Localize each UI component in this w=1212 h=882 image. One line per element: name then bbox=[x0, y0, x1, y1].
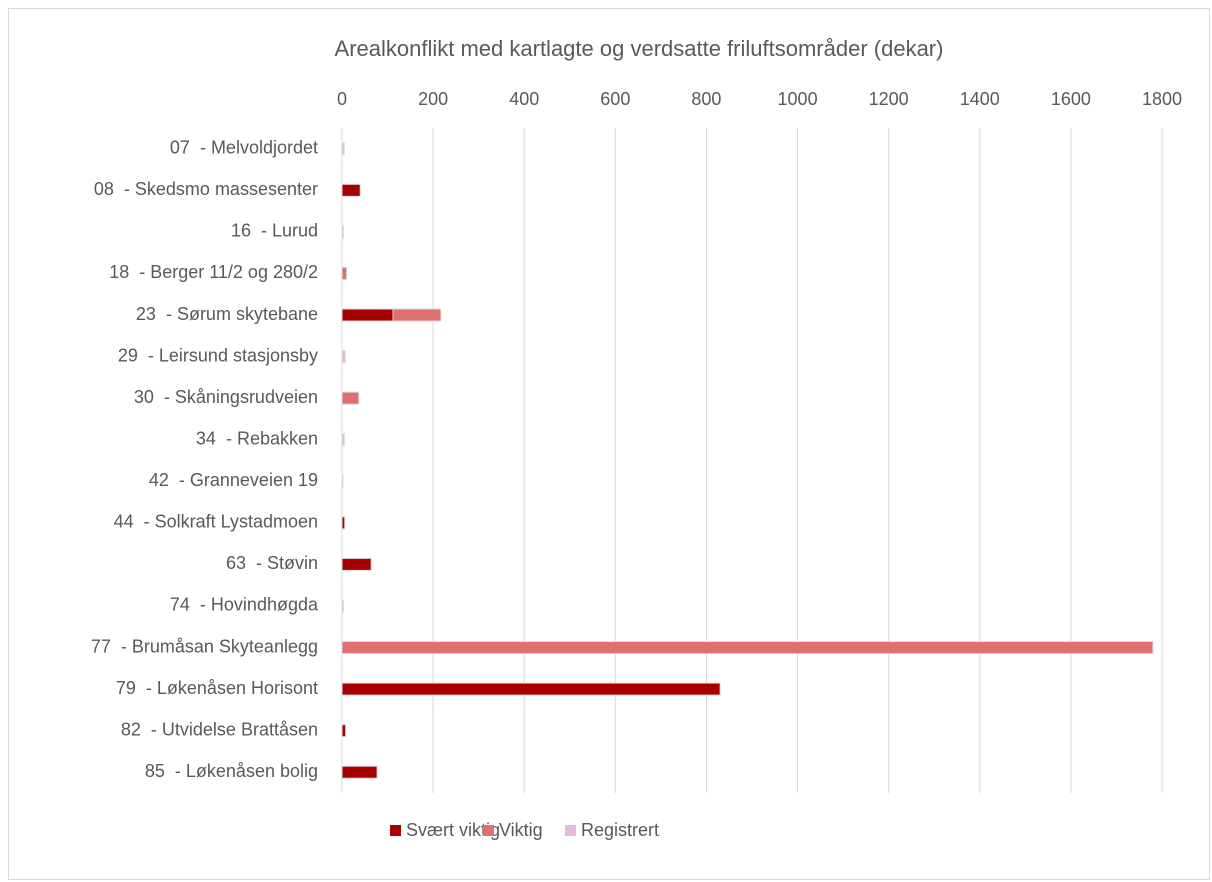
bar bbox=[341, 724, 347, 738]
y-tick-label: 74 - Hovindhøgda bbox=[170, 595, 319, 615]
bar bbox=[392, 308, 442, 322]
y-tick-label: 44 - Solkraft Lystadmoen bbox=[114, 512, 318, 532]
chart-frame bbox=[8, 8, 1210, 880]
x-tick-label: 1200 bbox=[869, 89, 909, 109]
y-tick-label: 79 - Løkenåsen Horisont bbox=[116, 678, 318, 698]
y-tick-label: 16 - Lurud bbox=[231, 221, 318, 241]
x-tick-label: 1600 bbox=[1051, 89, 1091, 109]
bar bbox=[341, 599, 344, 613]
legend-swatch bbox=[390, 825, 401, 836]
y-tick-label: 82 - Utvidelse Brattåsen bbox=[121, 719, 318, 739]
x-tick-label: 200 bbox=[418, 89, 448, 109]
y-tick-label: 23 - Sørum skytebane bbox=[136, 304, 318, 324]
y-tick-label: 30 - Skåningsrudveien bbox=[134, 387, 318, 407]
bar bbox=[341, 765, 378, 779]
bar bbox=[341, 641, 1154, 655]
y-tick-label: 34 - Rebakken bbox=[196, 428, 318, 448]
legend-label: Registrert bbox=[581, 820, 659, 840]
y-tick-label: 77 - Brumåsan Skyteanlegg bbox=[91, 636, 318, 656]
y-tick-label: 29 - Leirsund stasjonsby bbox=[118, 345, 318, 365]
bar bbox=[341, 266, 348, 280]
bar bbox=[341, 350, 346, 364]
bar bbox=[341, 557, 372, 571]
x-tick-label: 1000 bbox=[778, 89, 818, 109]
y-tick-label: 08 - Skedsmo massesenter bbox=[94, 179, 318, 199]
legend-label: Viktig bbox=[499, 820, 543, 840]
x-tick-label: 800 bbox=[691, 89, 721, 109]
y-tick-label: 85 - Løkenåsen bolig bbox=[145, 761, 318, 781]
bar bbox=[341, 142, 345, 156]
bar bbox=[341, 516, 346, 530]
chart-title: Arealkonflikt med kartlagte og verdsatte… bbox=[335, 36, 944, 61]
legend-swatch bbox=[483, 825, 494, 836]
legend-label: Svært viktig bbox=[406, 820, 500, 840]
bar bbox=[341, 433, 345, 447]
legend-swatch bbox=[565, 825, 576, 836]
y-tick-label: 63 - Støvin bbox=[226, 553, 318, 573]
x-tick-label: 600 bbox=[600, 89, 630, 109]
x-tick-label: 1800 bbox=[1142, 89, 1182, 109]
x-tick-label: 400 bbox=[509, 89, 539, 109]
y-tick-label: 18 - Berger 11/2 og 280/2 bbox=[109, 262, 318, 282]
bar bbox=[341, 682, 721, 696]
bar bbox=[341, 183, 361, 197]
bar bbox=[341, 474, 344, 488]
y-tick-label: 07 - Melvoldjordet bbox=[170, 138, 318, 158]
y-tick-label: 42 - Granneveien 19 bbox=[149, 470, 318, 490]
x-tick-label: 1400 bbox=[960, 89, 1000, 109]
bar bbox=[341, 308, 394, 322]
bar bbox=[341, 225, 344, 239]
bar bbox=[341, 391, 360, 405]
x-tick-label: 0 bbox=[337, 89, 347, 109]
